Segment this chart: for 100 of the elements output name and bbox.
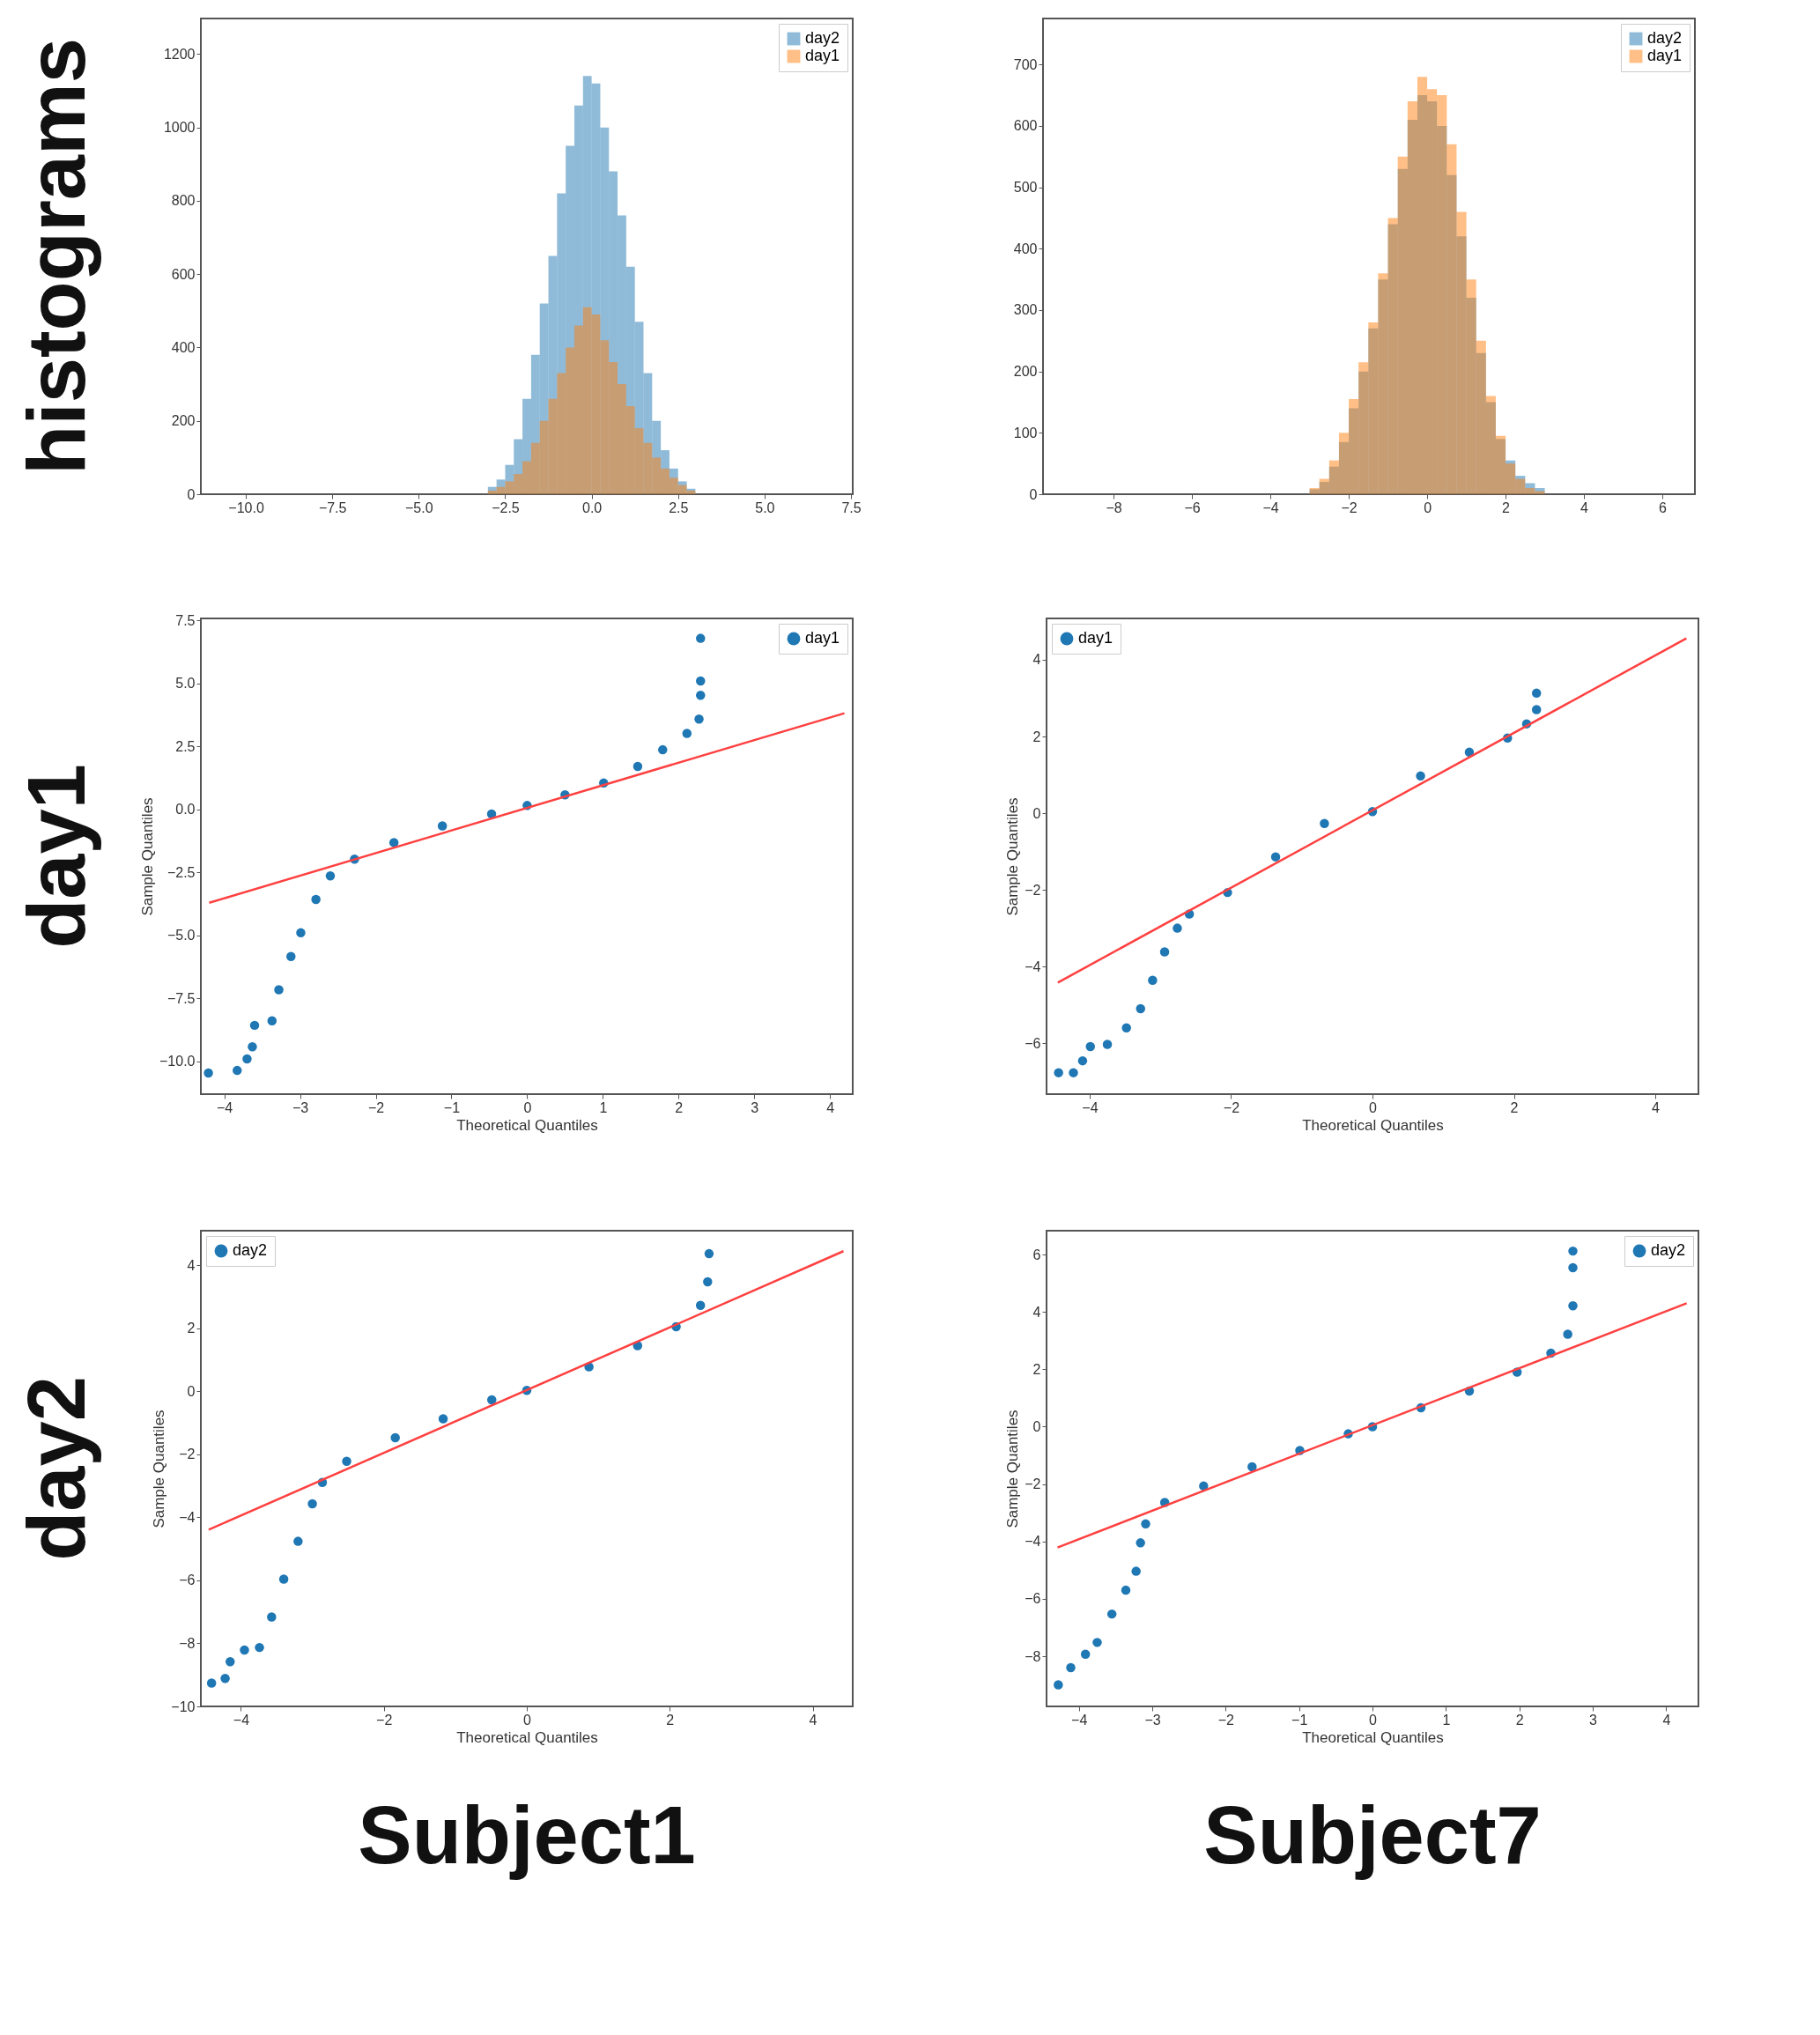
point bbox=[438, 1414, 448, 1424]
x-tick-label: 4 bbox=[1652, 1099, 1661, 1115]
y-tick-label: 4 bbox=[1032, 1304, 1041, 1320]
y-tick-label: 1000 bbox=[163, 120, 196, 136]
point bbox=[1102, 1040, 1113, 1049]
point bbox=[696, 691, 706, 700]
y-tick-label: −8 bbox=[179, 1635, 196, 1651]
x-tick-label: −6 bbox=[1184, 500, 1201, 515]
x-tick-label: 1 bbox=[599, 1099, 608, 1115]
legend-label: day1 bbox=[1078, 629, 1113, 647]
x-tick-label: −2 bbox=[367, 1099, 385, 1115]
point bbox=[658, 744, 668, 755]
point bbox=[220, 1673, 230, 1684]
x-tick-label: −3 bbox=[1144, 1712, 1161, 1728]
x-tick-label: 0 bbox=[1369, 1099, 1378, 1115]
point bbox=[311, 894, 321, 905]
x-tick-label: −4 bbox=[1071, 1712, 1088, 1728]
x-tick-label: −1 bbox=[443, 1099, 461, 1115]
x-tick-label: −3 bbox=[292, 1099, 309, 1115]
y-tick-label: 6 bbox=[1032, 1247, 1041, 1262]
point bbox=[1077, 1055, 1088, 1066]
point bbox=[255, 1642, 264, 1653]
point bbox=[1121, 1023, 1131, 1032]
point bbox=[1270, 852, 1281, 862]
x-tick-label: 4 bbox=[826, 1099, 835, 1115]
y-tick-label: 0 bbox=[1032, 805, 1041, 821]
y-tick-label: 7.5 bbox=[175, 612, 196, 628]
point bbox=[1121, 1585, 1131, 1595]
x-tick-label: 2 bbox=[675, 1099, 684, 1115]
y-tick-label: −4 bbox=[1025, 1534, 1041, 1550]
x-tick-label: 2 bbox=[1502, 500, 1511, 515]
y-tick-label: −2 bbox=[1025, 882, 1041, 898]
point bbox=[233, 1065, 242, 1076]
point bbox=[342, 1456, 351, 1467]
point bbox=[703, 1276, 713, 1287]
x-tick-label: −4 bbox=[233, 1712, 250, 1728]
y-tick-label: 700 bbox=[1013, 56, 1038, 72]
x-axis-title: Theoretical Quantiles bbox=[456, 1728, 598, 1746]
point bbox=[695, 1300, 706, 1310]
legend-label: day2 bbox=[805, 29, 840, 47]
point bbox=[1106, 1609, 1117, 1619]
y-tick-label: −6 bbox=[1025, 1591, 1041, 1607]
x-tick-label: 0 bbox=[1369, 1712, 1378, 1728]
point bbox=[1247, 1462, 1257, 1472]
y-tick-label: 300 bbox=[1013, 302, 1038, 318]
legend-label: day2 bbox=[233, 1241, 268, 1259]
y-tick-label: −4 bbox=[1025, 958, 1041, 974]
point bbox=[1085, 1041, 1096, 1052]
point bbox=[203, 1068, 213, 1078]
y-tick-label: 100 bbox=[1013, 425, 1038, 440]
point bbox=[296, 928, 306, 938]
x-tick-label: −2.5 bbox=[492, 500, 520, 515]
y-tick-label: 1200 bbox=[163, 46, 196, 62]
y-tick-label: −7.5 bbox=[166, 990, 196, 1006]
x-tick-label: −2 bbox=[376, 1712, 393, 1728]
y-tick-label: −10.0 bbox=[159, 1054, 196, 1069]
point bbox=[696, 633, 706, 643]
point bbox=[242, 1054, 252, 1064]
y-tick-label: 4 bbox=[187, 1257, 196, 1273]
point bbox=[1141, 1519, 1150, 1529]
x-axis-title: Theoretical Quantiles bbox=[1302, 1728, 1444, 1746]
point bbox=[1568, 1262, 1578, 1273]
legend-label: day2 bbox=[1647, 29, 1683, 47]
x-tick-label: −2 bbox=[1341, 500, 1358, 515]
x-tick-label: 0.0 bbox=[581, 500, 603, 515]
y-tick-label: 0 bbox=[187, 1383, 196, 1399]
point bbox=[487, 1395, 497, 1405]
point bbox=[1080, 1649, 1091, 1659]
text: Subject7 bbox=[1203, 1790, 1542, 1880]
y-tick-label: −6 bbox=[1025, 1035, 1041, 1051]
x-axis-title: Theoretical Quantiles bbox=[456, 1116, 598, 1134]
x-tick-label: −4 bbox=[217, 1099, 233, 1115]
point bbox=[307, 1498, 317, 1509]
point bbox=[437, 821, 448, 831]
x-axis-title: Theoretical Quantiles bbox=[1302, 1116, 1444, 1134]
y-axis-title: Sample Quantiles bbox=[139, 797, 157, 916]
y-tick-label: 0 bbox=[1032, 1418, 1041, 1434]
y-tick-label: 400 bbox=[1013, 240, 1038, 256]
x-tick-label: −1 bbox=[1291, 1712, 1308, 1728]
point bbox=[1159, 947, 1170, 957]
text: day1 bbox=[11, 764, 101, 949]
point bbox=[1531, 688, 1542, 699]
point bbox=[278, 1574, 289, 1584]
legend-label: day1 bbox=[805, 47, 840, 64]
y-tick-label: −6 bbox=[179, 1572, 196, 1588]
point bbox=[1563, 1329, 1572, 1339]
x-tick-label: −4 bbox=[1082, 1099, 1099, 1115]
point bbox=[226, 1656, 235, 1667]
point bbox=[1531, 705, 1542, 714]
point bbox=[1136, 1538, 1145, 1548]
text: Subject1 bbox=[358, 1790, 696, 1880]
point bbox=[1568, 1301, 1578, 1311]
point bbox=[1069, 1068, 1078, 1077]
y-tick-label: −2 bbox=[179, 1447, 196, 1462]
x-tick-label: −7.5 bbox=[318, 500, 347, 515]
x-tick-label: 4 bbox=[809, 1712, 818, 1728]
point bbox=[293, 1536, 303, 1546]
point bbox=[390, 1432, 400, 1443]
y-tick-label: −2.5 bbox=[166, 864, 196, 880]
point bbox=[1568, 1246, 1578, 1256]
